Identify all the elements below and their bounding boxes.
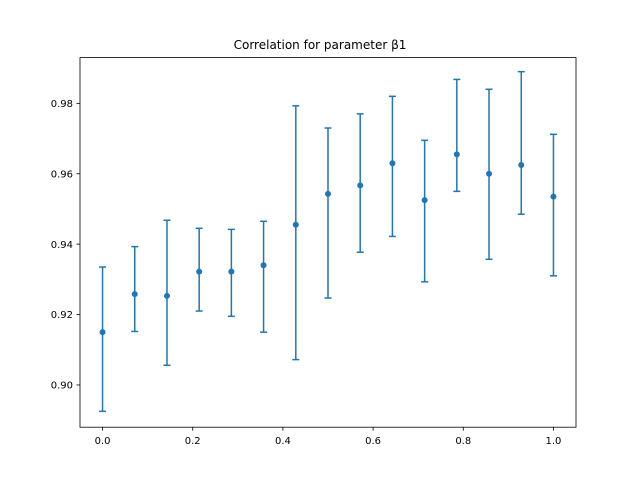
x-tick-label: 0.6 bbox=[365, 436, 381, 447]
y-axis: 0.90 0.92 0.94 0.96 0.98 bbox=[51, 99, 80, 392]
data-point-marker bbox=[389, 160, 396, 167]
axes-frame bbox=[79, 57, 577, 428]
data-point-group bbox=[485, 88, 493, 261]
x-tick-label: 0.8 bbox=[455, 436, 471, 447]
data-point-group bbox=[131, 245, 139, 333]
data-point-marker bbox=[486, 170, 493, 177]
data-point-marker bbox=[260, 262, 267, 269]
data-point-marker bbox=[131, 291, 138, 298]
data-point-group bbox=[388, 95, 396, 238]
data-point-group bbox=[163, 219, 171, 366]
data-point-group bbox=[324, 127, 332, 299]
data-point-marker bbox=[196, 268, 203, 275]
data-point-group bbox=[292, 105, 300, 361]
data-point-marker bbox=[163, 292, 170, 299]
x-tick-label: 0.4 bbox=[275, 436, 291, 447]
data-point-marker bbox=[550, 193, 557, 200]
data-point-group bbox=[356, 113, 364, 254]
data-point-marker bbox=[357, 182, 364, 189]
data-point-group bbox=[517, 70, 525, 215]
y-tick-label: 0.92 bbox=[51, 310, 73, 321]
data-point-marker bbox=[453, 151, 460, 158]
y-tick-label: 0.94 bbox=[51, 240, 73, 251]
x-tick-label: 1.0 bbox=[546, 436, 562, 447]
plot-area bbox=[99, 70, 557, 413]
x-axis: 0.0 0.2 0.4 0.6 0.8 1.0 bbox=[95, 427, 562, 447]
data-point-group bbox=[421, 139, 429, 283]
x-tick-label: 0.0 bbox=[95, 436, 111, 447]
data-point-group bbox=[549, 133, 557, 277]
data-point-marker bbox=[292, 221, 299, 228]
data-point-marker bbox=[518, 161, 525, 168]
data-point-marker bbox=[99, 329, 106, 336]
y-tick-label: 0.90 bbox=[51, 381, 73, 392]
data-point-group bbox=[260, 220, 268, 333]
y-tick-label: 0.96 bbox=[51, 169, 73, 180]
data-point-marker bbox=[325, 190, 331, 197]
data-point-marker bbox=[228, 268, 235, 275]
x-tick-label: 0.2 bbox=[185, 436, 201, 447]
data-point-group bbox=[453, 78, 461, 193]
chart-title: Correlation for parameter β1 bbox=[234, 38, 407, 52]
data-point-group bbox=[227, 228, 235, 318]
data-point-group bbox=[99, 266, 107, 413]
data-point-group bbox=[195, 227, 203, 312]
data-point-marker bbox=[421, 197, 428, 204]
y-tick-label: 0.98 bbox=[51, 99, 73, 110]
